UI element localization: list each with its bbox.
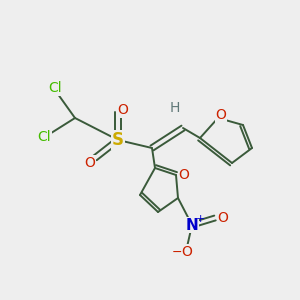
Text: H: H (170, 101, 180, 115)
Text: −: − (172, 245, 182, 259)
Text: O: O (85, 156, 95, 170)
Text: O: O (216, 108, 226, 122)
Text: N: N (186, 218, 198, 232)
Text: O: O (118, 103, 128, 117)
Text: O: O (218, 211, 228, 225)
Text: +: + (195, 214, 205, 224)
Text: Cl: Cl (37, 130, 51, 144)
Text: Cl: Cl (48, 81, 62, 95)
Text: O: O (178, 168, 189, 182)
Text: O: O (182, 245, 192, 259)
Text: S: S (112, 131, 124, 149)
